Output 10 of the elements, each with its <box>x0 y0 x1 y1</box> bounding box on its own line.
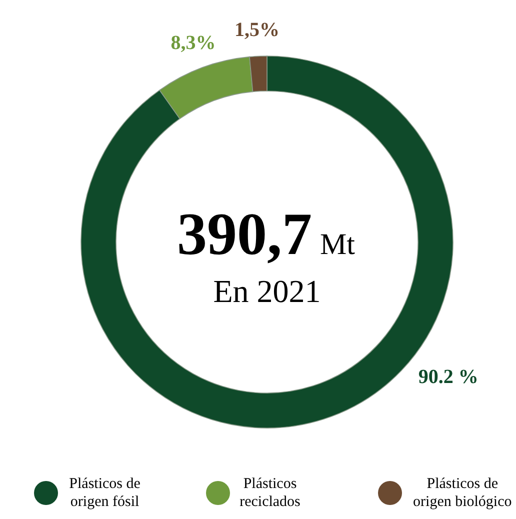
legend-label: Plásticos reciclados <box>240 476 301 510</box>
text: En 2021 <box>213 273 321 309</box>
data-label: 1,5% <box>234 19 280 42</box>
text: 390,7 <box>177 201 312 267</box>
text: Mt <box>320 228 356 261</box>
donut-slice <box>80 56 454 428</box>
legend-label: Plásticos de origen fósil <box>69 476 141 510</box>
legend-label: Plásticos de origen biológico <box>413 476 512 510</box>
data-label: 90.2 % <box>418 366 478 388</box>
data-label: 8,3% <box>170 32 216 54</box>
